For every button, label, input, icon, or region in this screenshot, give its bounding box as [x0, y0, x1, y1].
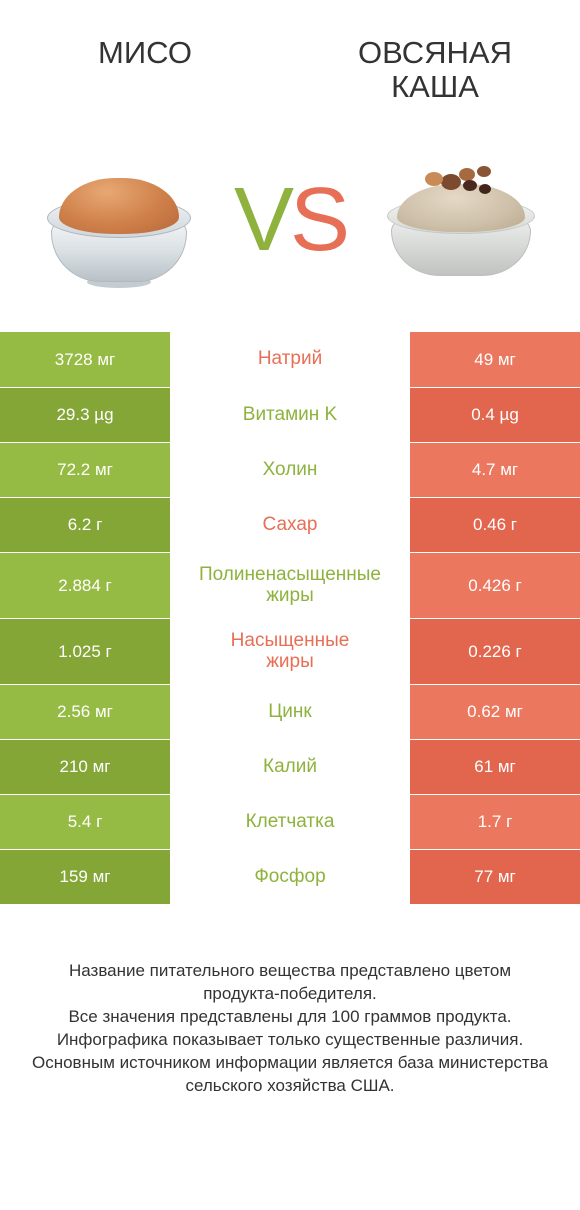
table-row: 210 мгКалий61 мг — [0, 739, 580, 794]
miso-bowl-icon — [39, 150, 199, 290]
right-value: 0.46 г — [410, 497, 580, 552]
left-value: 3728 мг — [0, 332, 170, 387]
right-product-title: ОВСЯНАЯ КАША — [290, 36, 580, 104]
nutrient-label: Сахар — [170, 497, 410, 552]
right-value: 49 мг — [410, 332, 580, 387]
table-row: 2.56 мгЦинк0.62 мг — [0, 684, 580, 739]
oatmeal-bowl-icon — [381, 150, 541, 290]
nutrient-label: Витамин K — [170, 387, 410, 442]
nutrient-label: Клетчатка — [170, 794, 410, 849]
table-row: 1.025 гНасыщенные жиры0.226 г — [0, 618, 580, 684]
right-value: 1.7 г — [410, 794, 580, 849]
table-row: 29.3 µgВитамин K0.4 µg — [0, 387, 580, 442]
nutrient-label: Калий — [170, 739, 410, 794]
table-row: 6.2 гСахар0.46 г — [0, 497, 580, 552]
table-row: 3728 мгНатрий49 мг — [0, 332, 580, 387]
left-value: 159 мг — [0, 849, 170, 904]
left-product-title: МИСО — [0, 36, 290, 104]
title-row: МИСО ОВСЯНАЯ КАША — [0, 36, 580, 104]
footer-note: Название питательного вещества представл… — [0, 960, 580, 1098]
right-value: 0.62 мг — [410, 684, 580, 739]
vs-label: VS — [234, 169, 346, 272]
left-value: 2.56 мг — [0, 684, 170, 739]
right-value: 77 мг — [410, 849, 580, 904]
nutrient-label: Цинк — [170, 684, 410, 739]
right-value: 0.426 г — [410, 552, 580, 618]
left-value: 5.4 г — [0, 794, 170, 849]
hero-row: VS — [0, 150, 580, 290]
left-value: 2.884 г — [0, 552, 170, 618]
right-value: 0.226 г — [410, 618, 580, 684]
left-value: 210 мг — [0, 739, 170, 794]
right-value: 61 мг — [410, 739, 580, 794]
nutrient-label: Насыщенные жиры — [170, 618, 410, 684]
left-value: 1.025 г — [0, 618, 170, 684]
left-value: 6.2 г — [0, 497, 170, 552]
table-row: 2.884 гПолиненасыщенные жиры0.426 г — [0, 552, 580, 618]
right-value: 4.7 мг — [410, 442, 580, 497]
nutrient-label: Холин — [170, 442, 410, 497]
nutrient-label: Натрий — [170, 332, 410, 387]
left-value: 29.3 µg — [0, 387, 170, 442]
nutrient-label: Фосфор — [170, 849, 410, 904]
table-row: 159 мгФосфор77 мг — [0, 849, 580, 904]
nutrient-label: Полиненасыщенные жиры — [170, 552, 410, 618]
table-row: 5.4 гКлетчатка1.7 г — [0, 794, 580, 849]
nutrition-table: 3728 мгНатрий49 мг29.3 µgВитамин K0.4 µg… — [0, 332, 580, 904]
table-row: 72.2 мгХолин4.7 мг — [0, 442, 580, 497]
left-value: 72.2 мг — [0, 442, 170, 497]
right-value: 0.4 µg — [410, 387, 580, 442]
